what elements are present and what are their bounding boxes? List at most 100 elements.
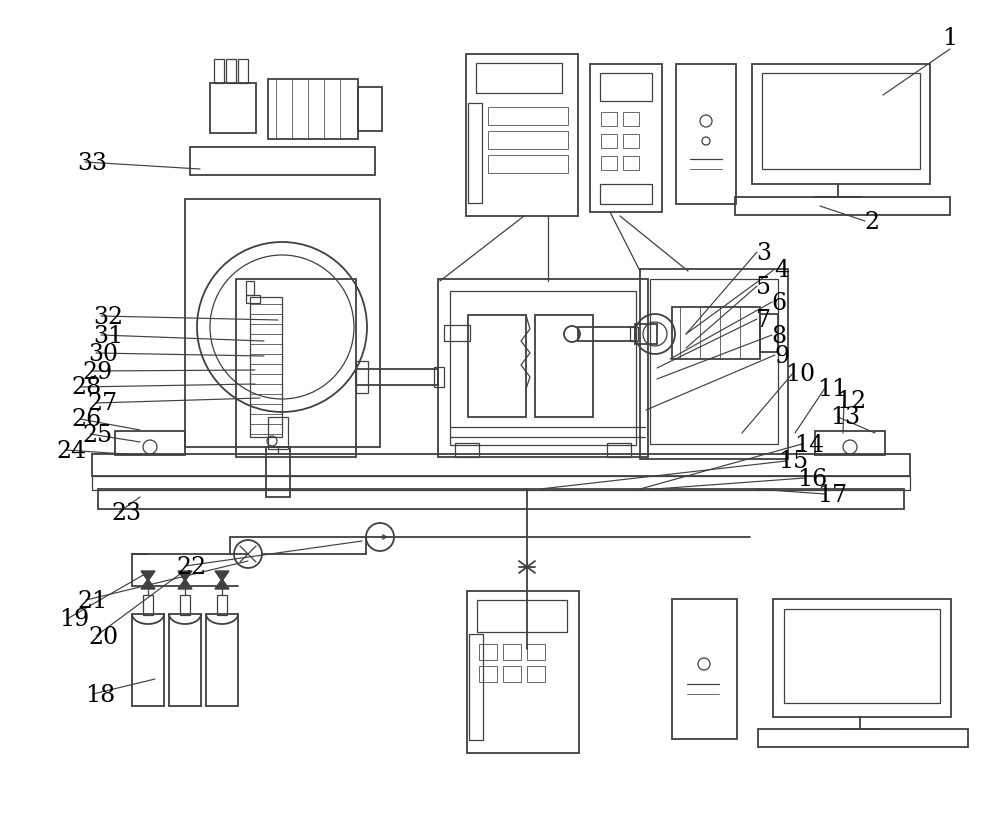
Bar [469, 635, 483, 740]
Bar [238, 60, 248, 84]
Bar [477, 600, 567, 632]
Bar [268, 80, 358, 140]
Bar [468, 104, 482, 204]
Bar [236, 280, 356, 457]
Bar [635, 324, 657, 344]
Bar [268, 417, 288, 450]
Bar [468, 316, 526, 417]
Bar [503, 645, 521, 660]
Polygon shape [178, 571, 192, 581]
Text: 16: 16 [797, 467, 827, 490]
Polygon shape [215, 579, 229, 589]
Bar [217, 595, 227, 615]
Text: 8: 8 [771, 324, 787, 347]
Bar [246, 282, 254, 296]
Bar [600, 185, 652, 205]
Bar [762, 74, 920, 170]
Bar [266, 447, 290, 497]
Bar [479, 645, 497, 660]
Text: 11: 11 [817, 377, 847, 400]
Bar [758, 729, 968, 747]
Text: 19: 19 [59, 608, 89, 630]
Text: 21: 21 [78, 589, 108, 612]
Bar [650, 280, 778, 445]
Bar [672, 308, 760, 359]
Bar [143, 595, 153, 615]
Bar [466, 55, 578, 217]
Bar [92, 455, 910, 477]
Text: 20: 20 [88, 624, 118, 648]
Bar [600, 74, 652, 102]
Text: 14: 14 [794, 433, 824, 456]
Bar [503, 666, 521, 682]
Bar [246, 296, 260, 303]
Bar [488, 132, 568, 150]
Bar [630, 328, 638, 342]
Bar [115, 431, 185, 456]
Bar [467, 591, 579, 753]
Text: 12: 12 [836, 390, 866, 413]
Bar [607, 443, 631, 457]
Bar [98, 489, 904, 509]
Bar [444, 325, 470, 342]
Bar [92, 477, 910, 491]
Bar [601, 157, 617, 171]
Text: 31: 31 [93, 324, 123, 347]
Bar [356, 370, 438, 385]
Text: 23: 23 [111, 501, 141, 524]
Bar [185, 200, 380, 447]
Text: 9: 9 [774, 344, 790, 367]
Polygon shape [141, 571, 155, 581]
Text: 6: 6 [771, 291, 787, 314]
Bar [356, 361, 368, 394]
Text: 33: 33 [77, 151, 107, 174]
Bar [214, 60, 224, 84]
Text: 18: 18 [85, 683, 115, 706]
Bar [590, 65, 662, 212]
Bar [476, 64, 562, 94]
Bar [752, 65, 930, 185]
Text: 10: 10 [785, 362, 815, 385]
Text: 25: 25 [82, 423, 112, 446]
Bar [455, 443, 479, 457]
Bar [601, 113, 617, 127]
Bar [226, 60, 236, 84]
Bar [206, 614, 238, 706]
Text: 30: 30 [88, 342, 118, 365]
Bar [676, 65, 736, 205]
Bar [735, 198, 950, 216]
Bar [450, 292, 636, 446]
Text: 4: 4 [774, 258, 790, 281]
Text: 5: 5 [757, 275, 772, 298]
Bar [672, 599, 737, 739]
Bar [535, 316, 593, 417]
Bar [132, 614, 164, 706]
Text: 2: 2 [864, 210, 880, 233]
Text: 28: 28 [72, 376, 102, 399]
Bar [169, 614, 201, 706]
Text: 3: 3 [757, 242, 772, 264]
Bar [479, 666, 497, 682]
Bar [623, 135, 639, 149]
Polygon shape [215, 571, 229, 581]
Bar [773, 599, 951, 717]
Text: 1: 1 [942, 27, 958, 49]
Text: 29: 29 [83, 360, 113, 383]
Text: 13: 13 [830, 406, 860, 429]
Bar [190, 148, 375, 176]
Bar [527, 645, 545, 660]
Text: 7: 7 [757, 308, 772, 331]
Text: 22: 22 [177, 555, 207, 578]
Bar [358, 88, 382, 132]
Text: 26: 26 [72, 408, 102, 431]
Bar [434, 368, 444, 388]
Bar [488, 108, 568, 126]
Bar [640, 270, 788, 460]
Bar [623, 157, 639, 171]
Text: 27: 27 [87, 392, 117, 415]
Bar [527, 666, 545, 682]
Bar [784, 609, 940, 703]
Bar [488, 155, 568, 174]
Bar [438, 280, 648, 457]
Bar [250, 298, 282, 437]
